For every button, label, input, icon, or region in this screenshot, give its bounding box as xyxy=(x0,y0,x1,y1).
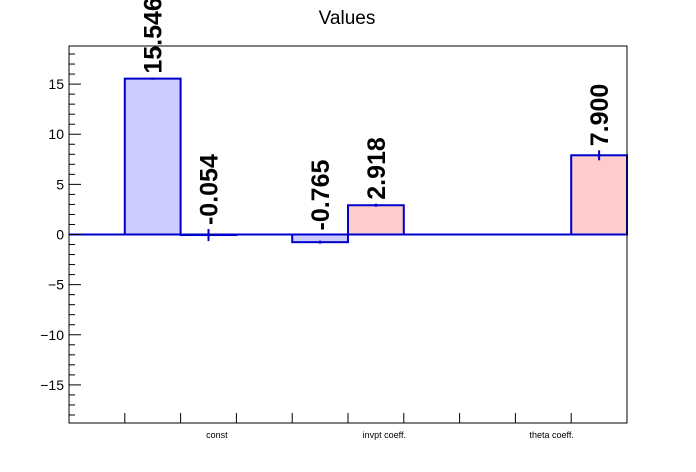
x-category-label: invpt coeff. xyxy=(363,430,406,440)
y-tick-label: −5 xyxy=(48,277,64,293)
value-label: 2.918 xyxy=(363,137,391,200)
bar-invpt-coeff--s2 xyxy=(347,204,405,236)
value-label: -0.765 xyxy=(307,160,335,231)
y-tick-label: 10 xyxy=(48,126,64,142)
plot-area xyxy=(69,77,629,244)
y-tick-label: −10 xyxy=(40,327,64,343)
axes: −15 −10 −5 0 5 10 15 const invpt coeff. theta coe… xyxy=(40,45,628,440)
x-category-label: const xyxy=(206,430,228,440)
bar-const-s1 xyxy=(123,77,182,236)
bar-theta-coeff--s2 xyxy=(570,154,629,236)
y-tick-label: 5 xyxy=(56,176,64,192)
value-label: -0.054 xyxy=(196,154,224,225)
value-label: 7.900 xyxy=(586,84,614,147)
chart-title: Values xyxy=(319,8,376,29)
value-label: 15.546 xyxy=(140,0,168,74)
y-tick-label: 15 xyxy=(48,76,64,92)
y-tick-label: −15 xyxy=(40,377,64,393)
y-tick-label: 0 xyxy=(56,227,64,243)
value-labels: 15.546 -0.765 -0.054 2.918 7.900 xyxy=(140,0,614,231)
x-category-label: theta coeff. xyxy=(529,430,573,440)
